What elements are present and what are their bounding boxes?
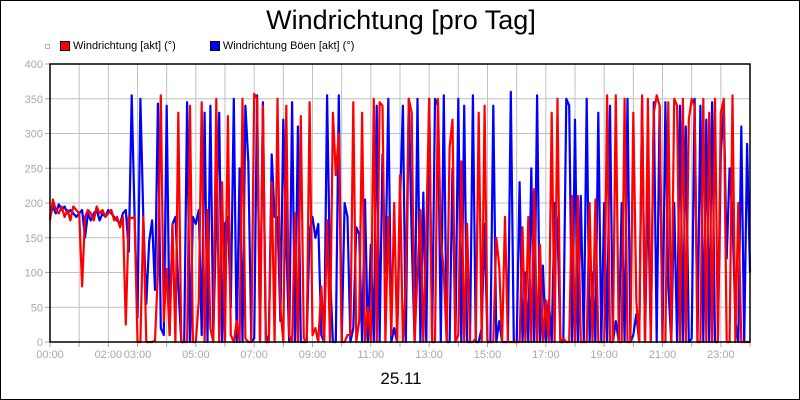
y-tick-label: 150	[25, 233, 43, 245]
plot-border	[49, 63, 751, 343]
y-tick-label: 0	[37, 337, 43, 349]
legend-item-windrichtung-boeen[interactable]: Windrichtung Böen [akt] (°)	[209, 40, 355, 52]
blue-swatch-icon	[209, 41, 220, 51]
series-line-windrichtung	[48, 92, 750, 344]
y-tick-label: 250	[25, 163, 43, 175]
y-tick-label: 400	[25, 59, 43, 71]
legend-label-windrichtung-boeen: Windrichtung Böen [akt] (°)	[222, 40, 355, 52]
x-tick-label: 00:00	[36, 349, 64, 361]
y-tick-label: 50	[31, 302, 43, 314]
x-tick-label: 17:00	[532, 349, 560, 361]
chart-title: Windrichtung [pro Tag]	[266, 5, 536, 35]
x-axis-date-label: 25.11	[380, 369, 422, 388]
x-tick-label: 03:00	[124, 349, 152, 361]
x-axis: 00:00 02:00 03:00 05:00 07:00 09:00 11:00 13:00…	[36, 342, 751, 361]
y-tick-label: 350	[25, 94, 43, 106]
x-tick-label: 13:00	[415, 349, 443, 361]
y-tick-label: 200	[25, 198, 43, 210]
legend: Windrichtung [akt] (°) Windrichtung Böen…	[45, 39, 388, 53]
x-tick-label: 23:00	[707, 349, 735, 361]
x-tick-label: 07:00	[240, 349, 268, 361]
x-tick-label: 21:00	[649, 349, 677, 361]
y-tick-label: 300	[25, 129, 43, 141]
x-tick-label: 05:00	[182, 349, 210, 361]
x-tick-label: 19:00	[590, 349, 618, 361]
x-tick-label: 02:00	[95, 349, 123, 361]
x-tick-label: 15:00	[474, 349, 502, 361]
x-tick-label: 11:00	[357, 349, 384, 361]
data-lines	[48, 90, 752, 344]
y-tick-label: 100	[25, 268, 43, 280]
y-axis: 0 50 100 150 200 250 300 350 400	[25, 59, 50, 349]
legend-item-windrichtung[interactable]: Windrichtung [akt] (°)	[60, 40, 176, 52]
x-tick-label: 09:00	[299, 349, 327, 361]
red-swatch-icon	[60, 41, 70, 51]
legend-label-windrichtung: Windrichtung [akt] (°)	[73, 40, 176, 52]
legend-toggle-marker[interactable]	[45, 43, 50, 49]
